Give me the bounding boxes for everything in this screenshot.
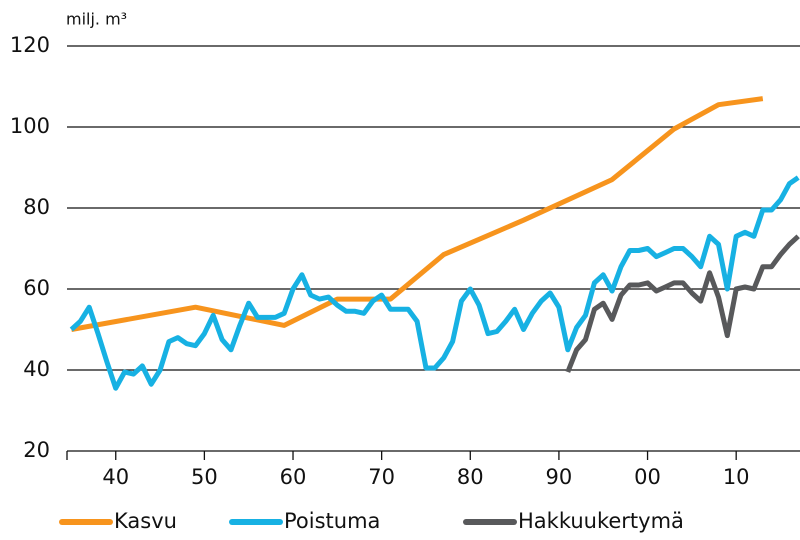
series-line	[69, 175, 800, 391]
y-tick-label: 40	[23, 357, 50, 381]
x-tick-label: 40	[102, 465, 129, 489]
y-tick-label: 60	[23, 276, 50, 300]
x-tick-label: 70	[368, 465, 395, 489]
x-tick-label: 90	[546, 465, 573, 489]
y-axis-label: milj. m³	[66, 10, 127, 29]
y-tick-label: 100	[10, 114, 50, 138]
y-tick-label: 20	[23, 438, 50, 462]
series-line	[565, 234, 800, 373]
y-tick-label: 120	[10, 33, 50, 57]
x-tick-label: 60	[280, 465, 307, 489]
series-line	[70, 96, 764, 332]
x-tick-label: 10	[723, 465, 750, 489]
x-tick-label: 80	[457, 465, 484, 489]
x-tick-label: 00	[634, 465, 661, 489]
legend-label: Hakkuukertymä	[518, 509, 684, 533]
legend-label: Poistuma	[284, 509, 380, 533]
x-tick-label: 50	[191, 465, 218, 489]
y-tick-label: 80	[23, 195, 50, 219]
legend-label: Kasvu	[114, 509, 177, 533]
